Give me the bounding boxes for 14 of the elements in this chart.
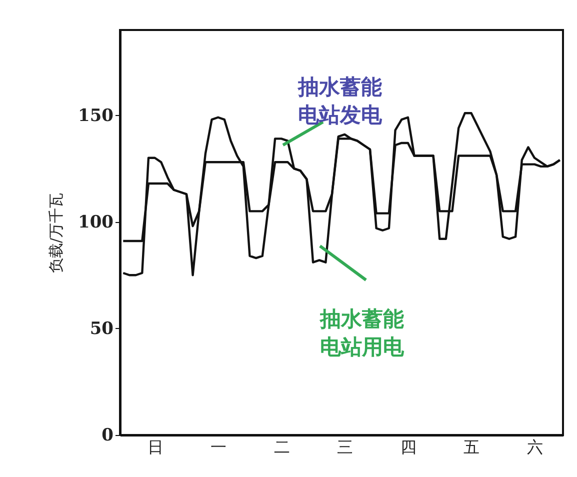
y-tick-label: 50 — [90, 318, 114, 339]
annotation: 抽水蓄能电站用电 — [319, 306, 405, 359]
x-tick-label: 三 — [337, 438, 354, 456]
x-tick-label: 五 — [464, 438, 480, 456]
x-tick-label: 六 — [527, 438, 544, 456]
y-tick-label: 100 — [78, 212, 114, 232]
x-tick-label: 日 — [147, 438, 164, 456]
y-tick-label: 0 — [102, 426, 114, 446]
x-tick-label: 二 — [274, 438, 290, 456]
x-tick-label: 四 — [400, 438, 416, 456]
y-axis-title: 负载/万千瓦 — [47, 192, 66, 274]
annotation: 抽水蓄能电站发电 — [297, 74, 383, 127]
x-tick-label: 一 — [210, 438, 227, 456]
y-tick-label: 150 — [78, 106, 114, 126]
